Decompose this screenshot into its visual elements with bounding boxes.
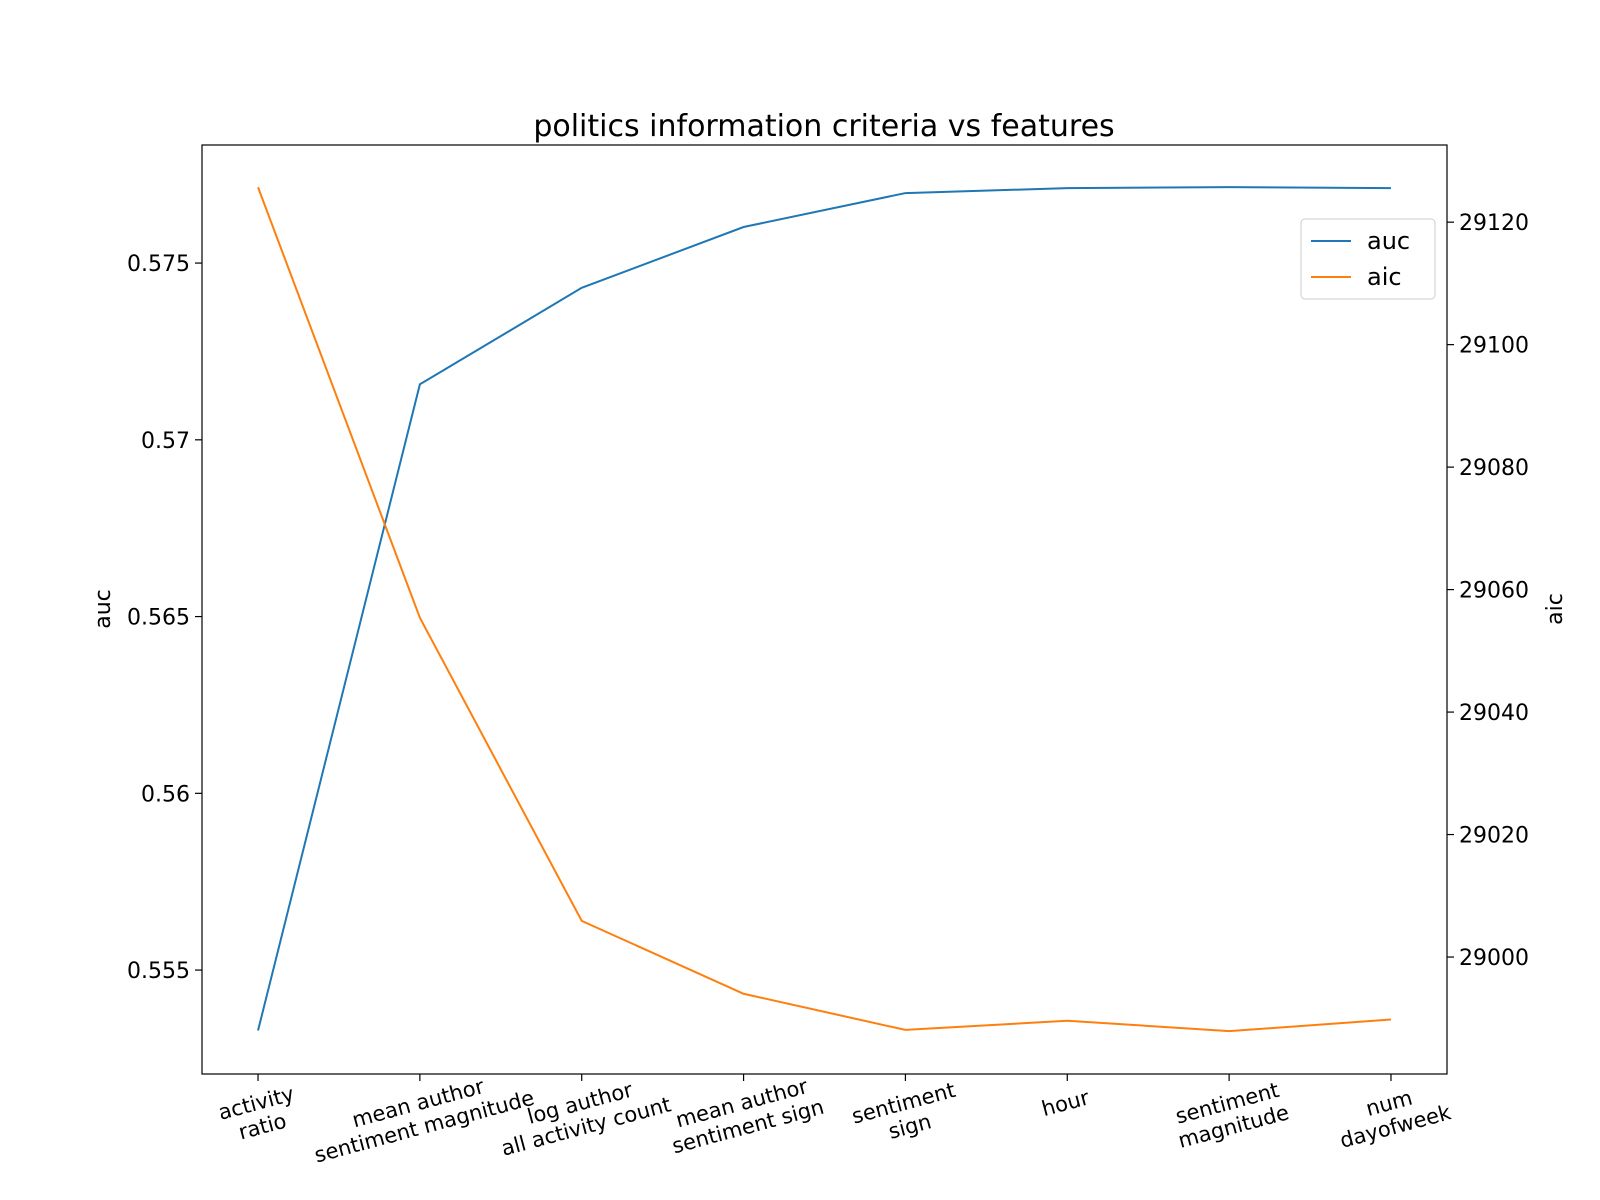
y-tick-label: 0.575 [127, 252, 190, 277]
chart-title: politics information criteria vs feature… [533, 109, 1114, 144]
y-tick-label: 0.565 [127, 606, 190, 631]
series-line [257, 186, 1391, 1031]
plot-frame [201, 144, 1448, 1075]
y2-axis-label: aic [1543, 593, 1568, 625]
x-tick-label: sentimentsign [849, 1078, 964, 1152]
x-tick-label: log authorall activity count [493, 1069, 674, 1161]
x-tick-label: mean authorsentiment sign [663, 1071, 826, 1158]
y-axis-label: auc [91, 589, 116, 629]
legend-box [1300, 218, 1436, 300]
y2-tick-label: 29080 [1459, 456, 1529, 481]
y-tick-label: 0.56 [141, 782, 190, 807]
x-tick-label: numdayofweek [1331, 1077, 1454, 1153]
y2-tick-label: 29040 [1459, 701, 1529, 726]
y2-tick-label: 29060 [1459, 579, 1529, 604]
x-tick-label: activityratio [216, 1082, 303, 1149]
y2-tick-label: 29100 [1459, 334, 1529, 359]
series-line [257, 186, 1392, 1033]
y-tick-label: 0.555 [127, 959, 190, 984]
y2-tick-label: 29120 [1459, 211, 1529, 236]
y2-tick-label: 29000 [1459, 946, 1529, 971]
legend-label: aic [1367, 263, 1402, 291]
y-tick-label: 0.57 [141, 429, 190, 454]
legend-label: auc [1367, 227, 1410, 255]
x-tick-label: hour [1039, 1085, 1092, 1121]
y2-tick-label: 29020 [1459, 824, 1529, 849]
x-tick-label: sentimentmagnitude [1169, 1077, 1291, 1153]
